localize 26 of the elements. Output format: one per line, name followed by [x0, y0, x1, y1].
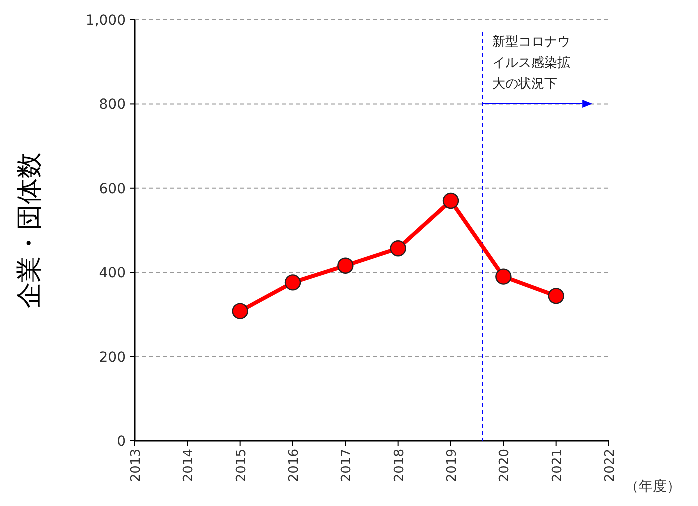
point: [390, 240, 406, 257]
x-tick-label: 2013: [129, 449, 144, 482]
x-tick-label: 2022: [603, 449, 618, 482]
y-axis-title: 企業・団体数: [15, 152, 45, 308]
point: [232, 303, 248, 320]
ref-line-label: 新型コロナウイルス感染拡大の状況下: [492, 35, 571, 92]
y-tick-label: 0: [117, 434, 126, 450]
y-tick-label: 400: [99, 266, 126, 282]
point: [548, 288, 564, 304]
x-tick-label: 2017: [340, 449, 355, 482]
x-tick-label: 2021: [550, 449, 566, 482]
point: [496, 268, 512, 285]
x-axis-title: （年度）: [625, 479, 681, 495]
x-tick-label: 2016: [287, 449, 302, 482]
point: [338, 258, 354, 274]
point: [284, 274, 302, 291]
x-tick-label: 2014: [182, 449, 197, 482]
y-tick-label: 600: [99, 181, 126, 198]
y-tick-label: 200: [99, 350, 126, 366]
x-tick-label: 2015: [234, 449, 250, 482]
x-tick-label: 2018: [392, 449, 408, 482]
x-tick-label: 2019: [445, 449, 460, 482]
y-tick-label: 1,000: [86, 13, 126, 29]
x-tick-label: 2020: [498, 449, 513, 482]
y-tick-label: 800: [99, 97, 126, 114]
point: [442, 192, 460, 210]
